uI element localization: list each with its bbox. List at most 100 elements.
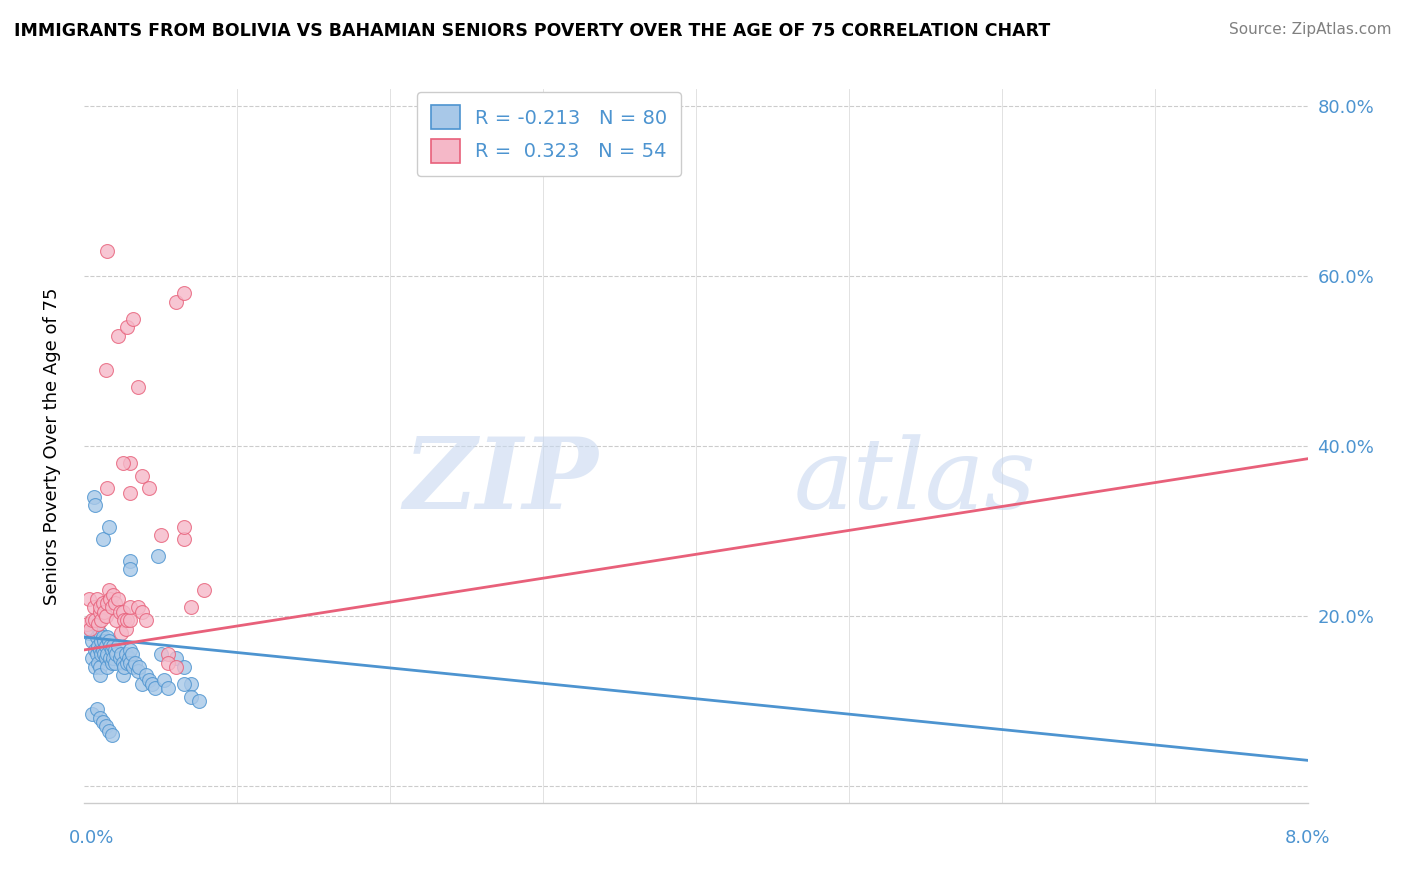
Point — [120, 613, 142, 627]
Point — [91, 643, 114, 657]
Point — [120, 554, 142, 568]
Point — [122, 311, 145, 326]
Point — [112, 660, 135, 674]
Point — [104, 643, 127, 657]
Point — [114, 647, 136, 661]
Point — [131, 605, 153, 619]
Point — [80, 613, 103, 627]
Point — [173, 660, 195, 674]
Point — [104, 596, 127, 610]
Point — [104, 656, 127, 670]
Point — [124, 656, 146, 670]
Point — [165, 294, 187, 309]
Point — [138, 482, 160, 496]
Point — [94, 651, 117, 665]
Point — [138, 673, 160, 687]
Point — [149, 647, 172, 661]
Point — [96, 647, 118, 661]
Point — [127, 664, 149, 678]
Point — [131, 468, 153, 483]
Point — [188, 694, 211, 708]
Text: IMMIGRANTS FROM BOLIVIA VS BAHAMIAN SENIORS POVERTY OVER THE AGE OF 75 CORRELATI: IMMIGRANTS FROM BOLIVIA VS BAHAMIAN SENI… — [14, 22, 1050, 40]
Point — [84, 643, 107, 657]
Point — [110, 626, 132, 640]
Text: 8.0%: 8.0% — [1285, 829, 1330, 847]
Text: atlas: atlas — [794, 434, 1036, 529]
Point — [96, 596, 118, 610]
Point — [91, 596, 114, 610]
Point — [89, 660, 111, 674]
Point — [94, 719, 117, 733]
Point — [105, 613, 128, 627]
Point — [87, 656, 110, 670]
Point — [122, 660, 145, 674]
Point — [84, 660, 107, 674]
Point — [80, 634, 103, 648]
Point — [84, 613, 107, 627]
Point — [94, 362, 117, 376]
Point — [111, 656, 134, 670]
Point — [110, 647, 132, 661]
Point — [118, 651, 141, 665]
Point — [98, 639, 121, 653]
Point — [120, 562, 142, 576]
Point — [108, 605, 131, 619]
Point — [84, 499, 107, 513]
Point — [143, 681, 166, 695]
Point — [173, 533, 195, 547]
Point — [120, 485, 142, 500]
Point — [89, 711, 111, 725]
Point — [114, 622, 136, 636]
Point — [89, 668, 111, 682]
Point — [89, 626, 111, 640]
Point — [157, 656, 180, 670]
Point — [193, 583, 215, 598]
Point — [157, 681, 180, 695]
Point — [80, 651, 103, 665]
Point — [157, 647, 180, 661]
Point — [173, 677, 195, 691]
Point — [98, 591, 121, 606]
Point — [105, 647, 128, 661]
Point — [93, 605, 115, 619]
Point — [90, 634, 112, 648]
Point — [101, 656, 124, 670]
Point — [115, 656, 138, 670]
Point — [131, 677, 153, 691]
Point — [89, 600, 111, 615]
Point — [83, 617, 105, 632]
Point — [93, 647, 115, 661]
Point — [96, 630, 118, 644]
Point — [149, 528, 172, 542]
Point — [135, 668, 157, 682]
Point — [111, 605, 134, 619]
Point — [91, 715, 114, 730]
Point — [86, 630, 108, 644]
Point — [120, 600, 142, 615]
Point — [115, 613, 138, 627]
Point — [97, 583, 120, 598]
Point — [96, 660, 118, 674]
Point — [112, 613, 135, 627]
Point — [101, 728, 124, 742]
Point — [111, 668, 134, 682]
Point — [103, 651, 125, 665]
Point — [93, 634, 115, 648]
Point — [77, 591, 100, 606]
Point — [127, 600, 149, 615]
Point — [77, 626, 100, 640]
Point — [90, 613, 112, 627]
Point — [98, 651, 121, 665]
Point — [103, 588, 125, 602]
Point — [180, 600, 202, 615]
Point — [153, 673, 176, 687]
Point — [90, 647, 112, 661]
Point — [173, 519, 195, 533]
Point — [87, 617, 110, 632]
Text: 0.0%: 0.0% — [69, 829, 114, 847]
Point — [120, 643, 142, 657]
Point — [76, 617, 98, 632]
Point — [96, 244, 118, 258]
Point — [128, 660, 150, 674]
Point — [83, 490, 105, 504]
